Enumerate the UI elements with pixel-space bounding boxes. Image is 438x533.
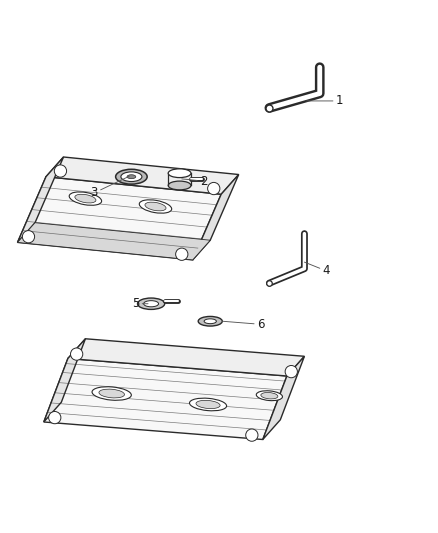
Ellipse shape — [261, 392, 278, 399]
Circle shape — [22, 231, 35, 243]
Ellipse shape — [127, 175, 136, 179]
Ellipse shape — [116, 169, 147, 184]
Text: 5: 5 — [132, 297, 148, 310]
Polygon shape — [18, 223, 210, 260]
Polygon shape — [263, 356, 304, 440]
Circle shape — [176, 248, 188, 260]
Text: 3: 3 — [91, 176, 129, 199]
Polygon shape — [18, 177, 221, 260]
Polygon shape — [193, 174, 239, 260]
Circle shape — [246, 429, 258, 441]
Ellipse shape — [196, 400, 220, 409]
Ellipse shape — [139, 200, 172, 213]
Polygon shape — [44, 339, 85, 422]
Circle shape — [71, 348, 83, 360]
Ellipse shape — [198, 317, 222, 326]
Polygon shape — [18, 157, 64, 243]
Ellipse shape — [144, 301, 159, 307]
Text: 4: 4 — [304, 262, 330, 277]
Circle shape — [285, 366, 297, 378]
Polygon shape — [68, 339, 304, 376]
Ellipse shape — [138, 298, 165, 310]
Ellipse shape — [92, 387, 131, 400]
Text: 2: 2 — [182, 175, 208, 188]
Text: 6: 6 — [223, 318, 265, 331]
Text: 1: 1 — [307, 94, 343, 108]
Circle shape — [208, 182, 220, 195]
Polygon shape — [46, 157, 239, 194]
Ellipse shape — [75, 194, 96, 203]
Polygon shape — [44, 359, 287, 440]
Ellipse shape — [190, 398, 226, 411]
Ellipse shape — [121, 172, 142, 182]
Ellipse shape — [145, 202, 166, 211]
Ellipse shape — [204, 319, 216, 324]
Ellipse shape — [99, 389, 124, 398]
Ellipse shape — [168, 181, 191, 190]
Ellipse shape — [69, 192, 102, 205]
Ellipse shape — [256, 391, 283, 401]
Circle shape — [49, 411, 61, 424]
Circle shape — [54, 165, 67, 177]
Ellipse shape — [168, 169, 191, 177]
